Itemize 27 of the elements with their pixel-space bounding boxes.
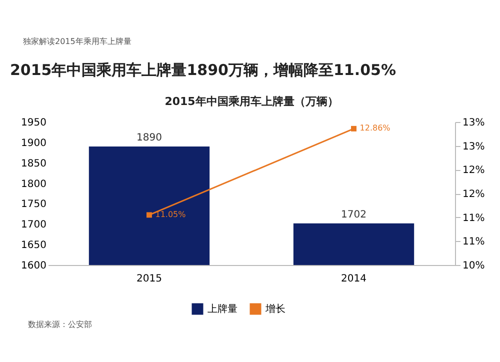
- y-tick-label: 1600: [21, 260, 46, 272]
- source-note: 数据来源：公安部: [28, 320, 92, 329]
- y2-tick-label: 13%: [462, 118, 485, 128]
- chart-subtitle: 2015年中国乘用车上牌量（万辆）: [164, 95, 338, 108]
- y2-tick-label: 12%: [462, 165, 485, 176]
- data-label: 1702: [341, 209, 366, 220]
- text: 独家解读2015年乘用车上牌量: [23, 37, 132, 46]
- y-tick-label: 1700: [21, 220, 46, 231]
- data-label: 1890: [136, 132, 162, 144]
- legend-label: 增长: [264, 303, 286, 315]
- y2-tick-label: 12%: [462, 189, 485, 200]
- data-label: 12.86%: [360, 124, 391, 133]
- y-tick-label: 1900: [21, 138, 46, 149]
- y2-tick-label: 10%: [462, 260, 485, 272]
- data-label: 11.05%: [155, 210, 186, 219]
- y-tick-label: 1750: [21, 199, 46, 210]
- y-tick-label: 1650: [21, 240, 46, 252]
- y-tick-label: 1850: [21, 158, 46, 170]
- x-tick-label: 2015: [136, 274, 162, 284]
- x-tick-label: 2014: [341, 274, 366, 284]
- chart-title: 2015年中国乘用车上牌量1890万辆，增幅降至11.05%: [10, 61, 396, 79]
- y2-tick-label: 13%: [462, 141, 485, 152]
- y2-tick-label: 11%: [462, 212, 485, 224]
- legend-label: 上牌量: [208, 303, 238, 315]
- y-tick-label: 1950: [21, 118, 46, 128]
- y2-tick-label: 11%: [462, 236, 485, 248]
- y-tick-label: 1800: [21, 178, 46, 190]
